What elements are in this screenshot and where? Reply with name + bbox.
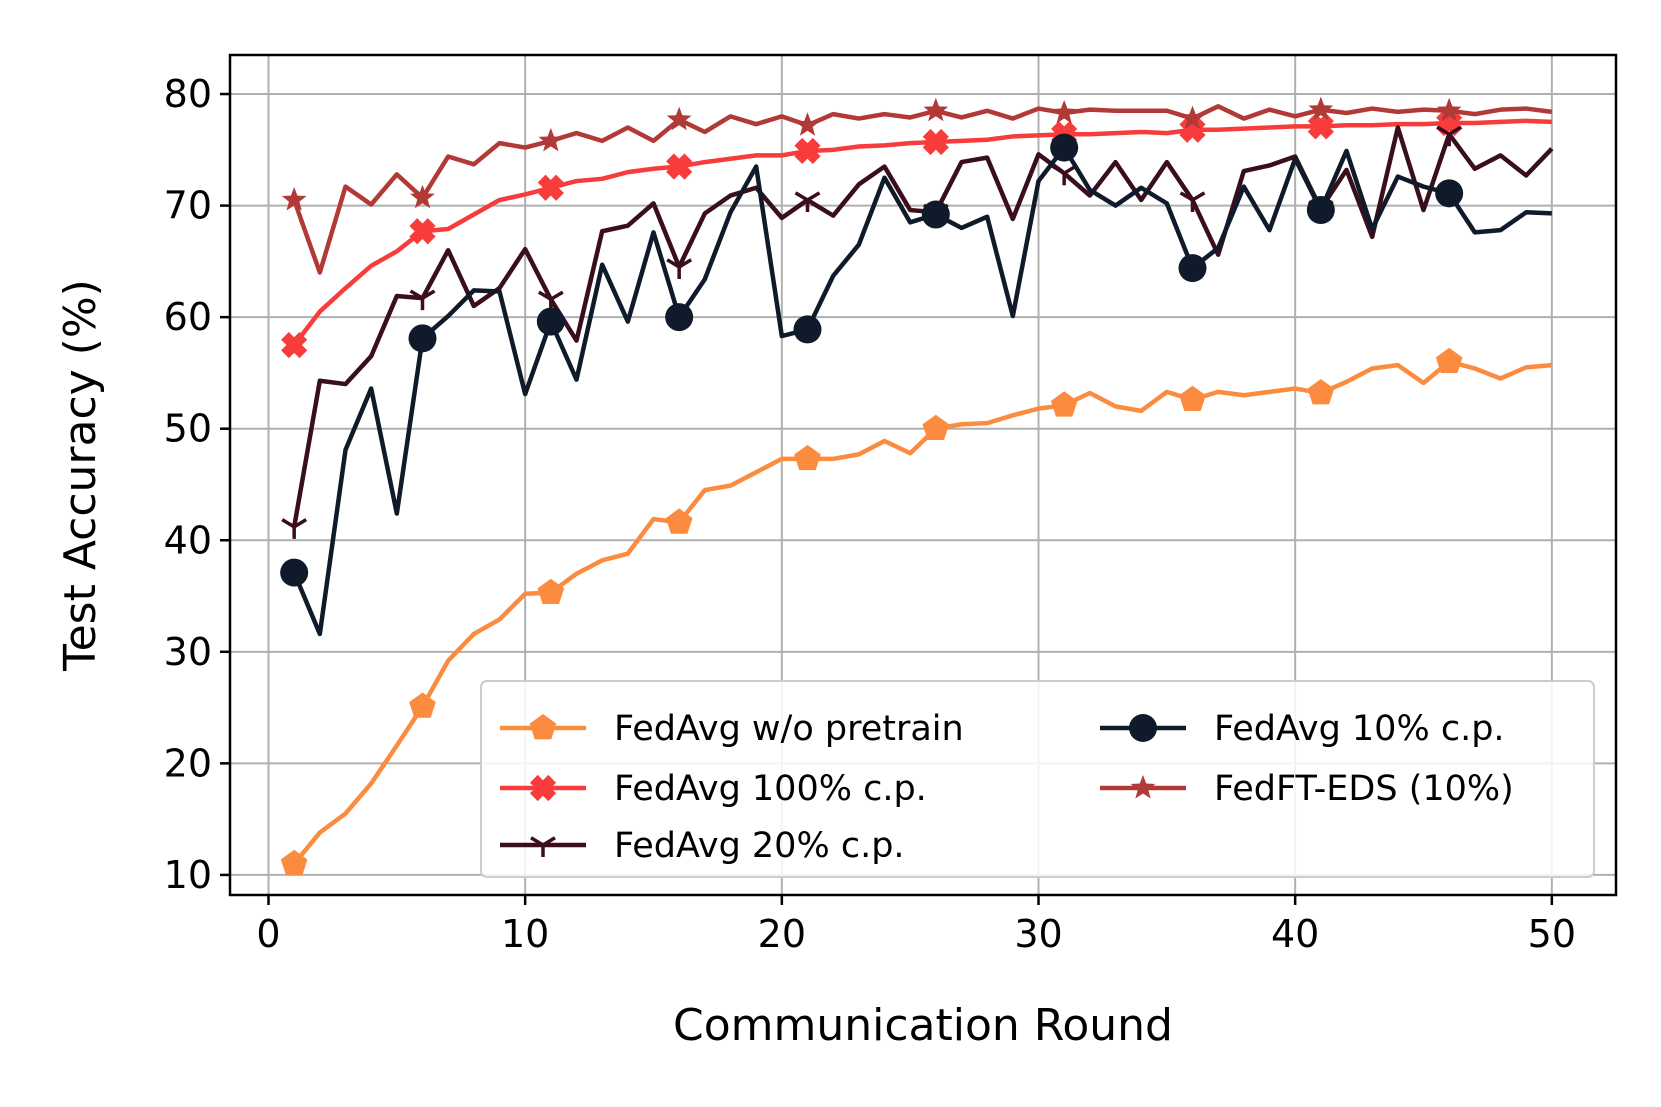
data-point-marker <box>665 303 694 332</box>
legend-entry: FedAvg 20% c.p. <box>500 826 905 866</box>
data-point-marker <box>1435 179 1464 208</box>
legend-label: FedAvg 20% c.p. <box>614 826 905 866</box>
x-tick-label: 40 <box>1271 912 1319 956</box>
x-axis-label: Communication Round <box>673 1000 1173 1051</box>
series-4 <box>281 96 1553 275</box>
legend-entry: FedAvg 100% c.p. <box>500 769 927 809</box>
data-point-marker <box>409 692 436 718</box>
data-point-marker <box>922 414 950 441</box>
y-tick-label: 60 <box>164 295 212 339</box>
data-point-marker <box>538 127 564 152</box>
legend-marker <box>530 836 556 857</box>
data-point-marker <box>1307 379 1335 405</box>
data-point-marker <box>1306 196 1335 225</box>
data-point-marker <box>1436 125 1463 147</box>
y-tick-label: 40 <box>164 518 212 562</box>
legend-label: FedAvg w/o pretrain <box>614 709 964 749</box>
gridlines <box>230 55 1616 895</box>
data-point-marker <box>281 331 308 359</box>
data-point-marker <box>280 849 308 876</box>
legend-entry: FedAvg w/o pretrain <box>500 709 964 749</box>
data-point-marker <box>666 106 692 131</box>
legend-box <box>480 680 1595 878</box>
data-point-marker <box>410 184 435 209</box>
data-point-marker <box>1179 385 1206 412</box>
data-point-marker <box>794 444 821 471</box>
data-point-marker <box>1179 191 1206 213</box>
data-point-marker <box>665 508 693 534</box>
data-point-marker <box>281 518 308 539</box>
data-point-marker <box>536 307 565 336</box>
data-point-marker <box>922 128 949 156</box>
y-tick-label: 30 <box>164 630 212 674</box>
data-point-marker <box>1436 97 1462 122</box>
data-point-marker <box>1178 254 1207 283</box>
series-line <box>292 118 1552 347</box>
data-point-marker <box>666 153 693 180</box>
legend-entry: FedAvg 10% c.p. <box>1100 709 1505 749</box>
legend-entry: FedFT-EDS (10%) <box>1100 769 1514 809</box>
legend-marker <box>1129 714 1157 742</box>
data-point-marker <box>409 289 436 311</box>
x-tick-label: 10 <box>501 912 549 956</box>
data-point-marker <box>1050 391 1078 417</box>
legend-marker <box>529 714 557 740</box>
legend-label: FedAvg 100% c.p. <box>614 769 927 809</box>
data-point-marker <box>794 137 821 165</box>
series-0 <box>280 347 1553 876</box>
series-line <box>292 359 1553 866</box>
data-point-marker <box>921 200 950 229</box>
y-tick-label: 80 <box>164 72 212 116</box>
data-point-marker <box>280 558 309 587</box>
data-point-marker <box>1179 116 1206 143</box>
y-tick-label: 70 <box>164 184 212 228</box>
legend-marker <box>1130 775 1156 799</box>
legend-label: FedFT-EDS (10%) <box>1214 769 1514 809</box>
data-point-marker <box>408 324 437 353</box>
data-point-marker <box>409 218 436 245</box>
data-point-marker <box>1051 100 1077 124</box>
series-lines <box>280 96 1554 876</box>
data-point-marker <box>281 187 307 211</box>
data-point-marker <box>1180 105 1205 130</box>
x-tick-label: 0 <box>256 912 280 956</box>
axis-ticks: 0 10 20 30 40 50 10 20 30 40 50 60 70 80 <box>164 72 1576 956</box>
data-point-marker <box>794 191 821 213</box>
y-tick-label: 20 <box>164 741 212 785</box>
data-point-marker <box>666 258 693 279</box>
plot-frame <box>228 53 1618 897</box>
data-point-marker <box>795 112 820 136</box>
y-tick-label: 10 <box>164 853 212 897</box>
legend-marker <box>529 774 557 802</box>
data-point-marker <box>923 97 949 122</box>
data-point-marker <box>1308 96 1334 121</box>
data-point-marker <box>537 174 564 201</box>
data-point-marker <box>1307 113 1334 140</box>
x-tick-label: 20 <box>758 912 806 956</box>
data-point-marker <box>537 578 565 605</box>
data-point-marker <box>793 315 822 344</box>
legend-label: FedAvg 10% c.p. <box>1214 709 1505 749</box>
x-tick-label: 50 <box>1528 912 1576 956</box>
series-3 <box>280 133 1552 637</box>
series-line <box>292 104 1553 275</box>
y-axis-label: Test Accuracy (%) <box>55 279 106 672</box>
data-point-marker <box>1435 347 1463 374</box>
legend: FedAvg w/o pretrain FedAvg 100% c.p. FedAv… <box>480 680 1595 878</box>
y-tick-label: 50 <box>164 407 212 451</box>
data-point-marker <box>1050 133 1079 162</box>
x-tick-label: 30 <box>1014 912 1062 956</box>
